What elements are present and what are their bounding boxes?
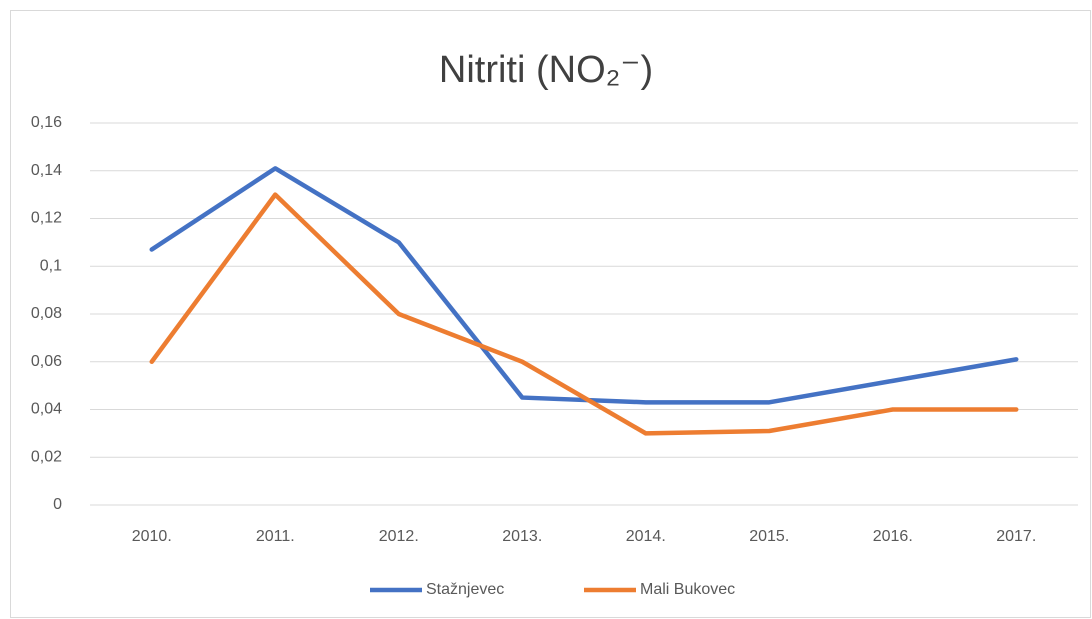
y-tick-label: 0,14 — [31, 162, 62, 179]
y-tick-label: 0,04 — [31, 401, 62, 418]
x-tick-label: 2012. — [379, 528, 419, 545]
x-tick-label: 2017. — [996, 528, 1036, 545]
series-line — [149, 192, 1019, 436]
x-tick-label: 2011. — [256, 528, 295, 545]
x-tick-label: 2013. — [502, 528, 542, 545]
y-tick-label: 0,08 — [31, 305, 62, 322]
legend-label: Stažnjevec — [426, 581, 504, 598]
y-tick-label: 0,16 — [31, 114, 62, 131]
x-tick-label: 2014. — [626, 528, 666, 545]
chart-title: Nitriti (NO₂⁻) — [439, 49, 653, 91]
y-tick-label: 0,02 — [31, 448, 62, 465]
x-tick-label: 2016. — [873, 528, 913, 545]
legend-label: Mali Bukovec — [640, 581, 735, 598]
x-tick-label: 2015. — [749, 528, 789, 545]
y-tick-label: 0 — [53, 496, 62, 513]
x-tick-label: 2010. — [132, 528, 172, 545]
y-tick-label: 0,12 — [31, 210, 62, 227]
y-tick-label: 0,06 — [31, 353, 62, 370]
y-tick-label: 0,1 — [40, 257, 62, 274]
